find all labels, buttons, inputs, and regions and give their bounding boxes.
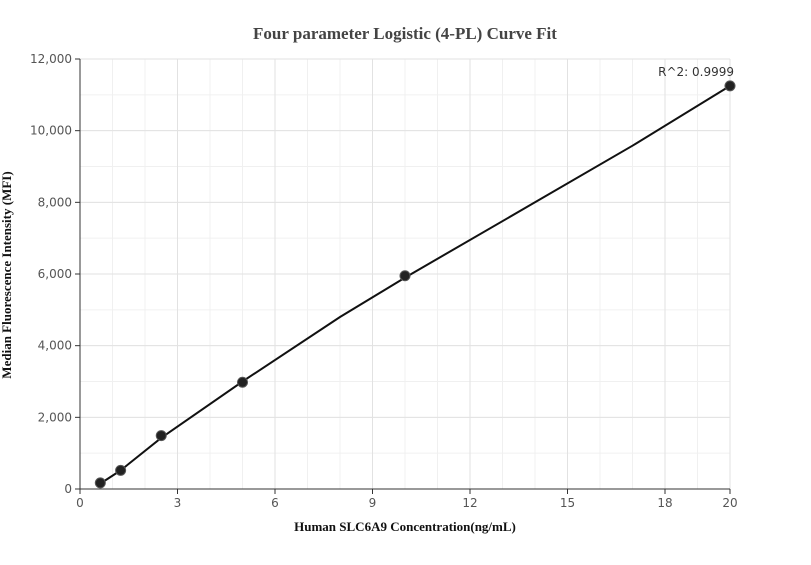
y-tick-label: 4,000: [38, 339, 72, 353]
data-point: [724, 80, 736, 92]
fit-curve-line: [99, 85, 731, 485]
data-point: [155, 430, 167, 442]
data-points: [94, 80, 736, 489]
y-tick-label: 10,000: [30, 124, 72, 138]
y-tick-label: 8,000: [38, 195, 72, 209]
x-tick-label: 0: [76, 496, 84, 510]
y-tick-label: 0: [64, 482, 72, 496]
x-tick-label: 9: [369, 496, 377, 510]
data-point: [94, 477, 106, 489]
data-point: [237, 376, 248, 388]
y-tick-label: 12,000: [30, 52, 72, 66]
x-tick-label: 20: [722, 496, 737, 510]
chart-title: Four parameter Logistic (4-PL) Curve Fit: [253, 24, 557, 43]
y-tick-label: 2,000: [38, 410, 72, 424]
data-point: [399, 270, 411, 282]
y-axis-title: Median Fluorescence Intensity (MFI): [0, 171, 14, 378]
x-tick-label: 18: [657, 496, 672, 510]
fit-curve-group: [99, 85, 731, 485]
annotations: R^2: 0.9999: [658, 65, 734, 79]
axes: 0 3 6 9 12 15 18 20 0 2,000 4,000 6,000 8,000 10,000 1…: [30, 52, 738, 510]
x-tick-label: 6: [271, 496, 279, 510]
x-axis-title: Human SLC6A9 Concentration(ng/mL): [294, 519, 516, 534]
x-tick-label: 15: [560, 496, 575, 510]
x-tick-label: 3: [174, 496, 182, 510]
data-point: [115, 464, 127, 476]
x-tick-label: 12: [462, 496, 477, 510]
r-squared-annotation: R^2: 0.9999: [658, 65, 734, 79]
y-tick-label: 6,000: [38, 267, 72, 281]
